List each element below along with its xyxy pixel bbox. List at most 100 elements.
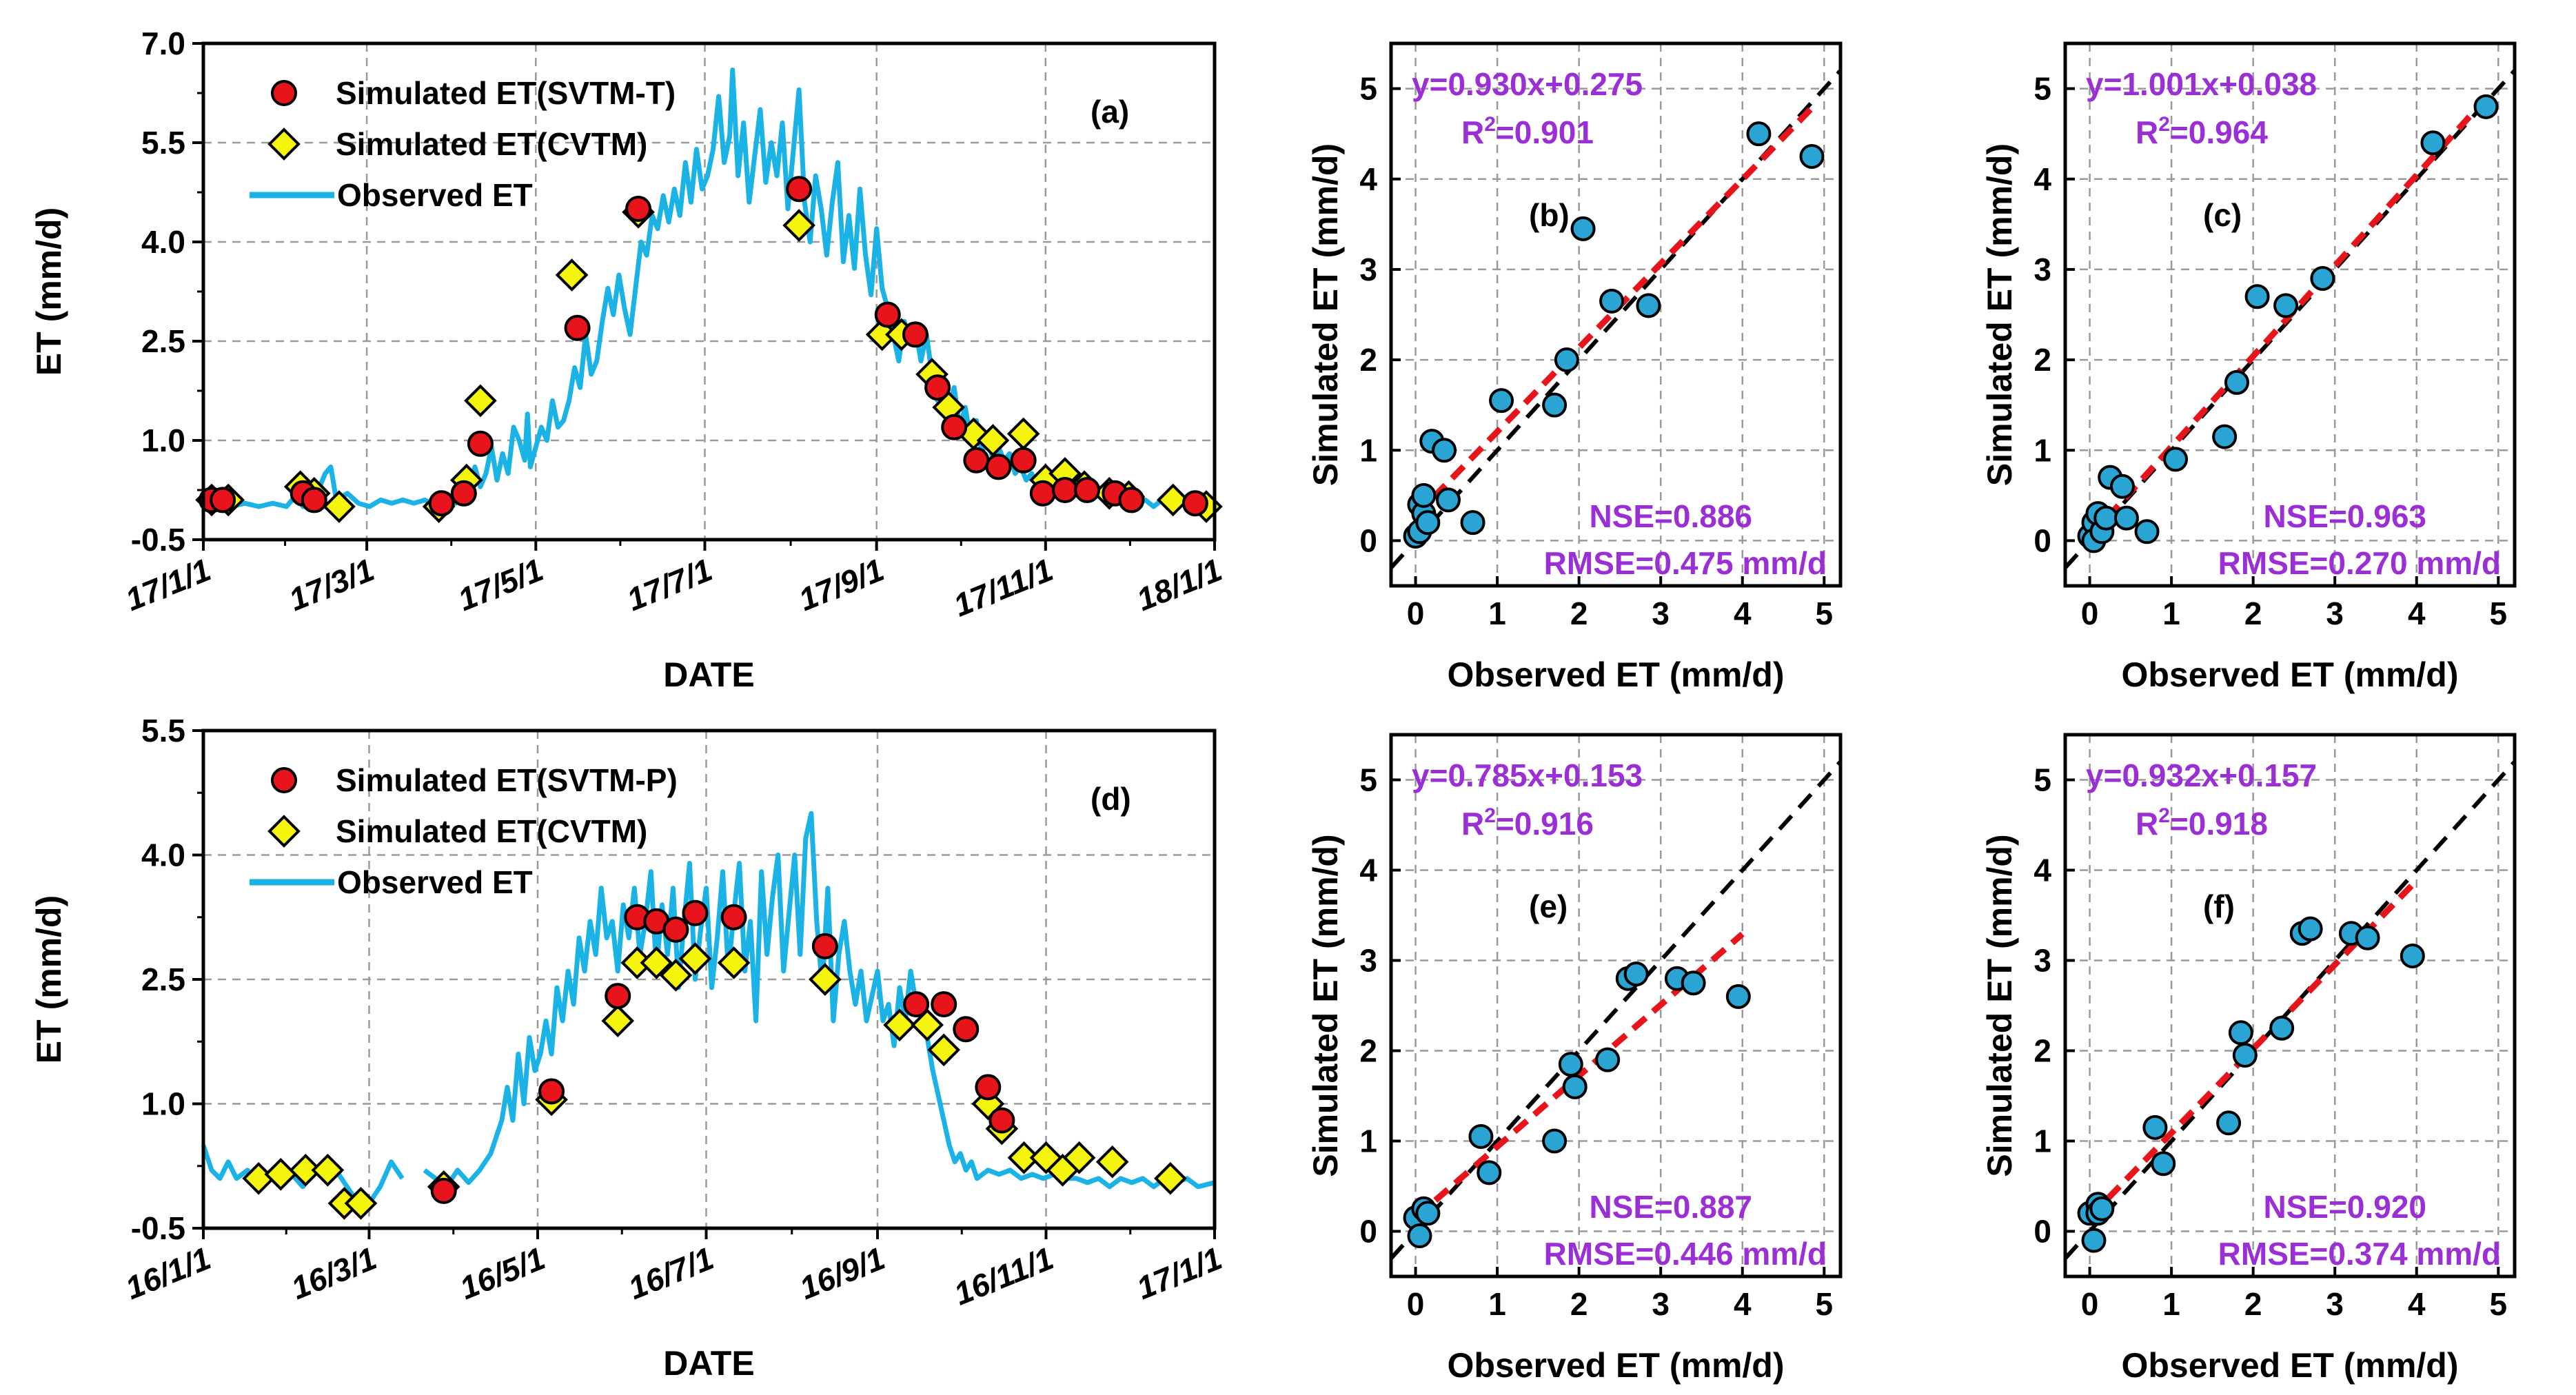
x-tick-label: 5: [1815, 595, 1833, 631]
y-tick-label: 2.5: [141, 323, 185, 359]
svtm-point: [301, 487, 327, 513]
r-squared-prefix: R: [1461, 806, 1484, 842]
scatter-point: [1542, 392, 1568, 418]
y-tick-label: 5.5: [141, 713, 185, 749]
x-tick-label: 0: [1407, 595, 1425, 631]
scatter-point: [2089, 1196, 2115, 1221]
svtm-point: [1029, 480, 1056, 507]
cvtm-point: [1006, 417, 1040, 451]
x-tick-label: 3: [1652, 595, 1670, 631]
scatter-point: [2216, 1110, 2242, 1136]
cvtm-point: [678, 942, 712, 975]
cvtm-point: [809, 963, 842, 996]
plot-frame: [1389, 733, 1843, 1279]
svtm-point: [924, 374, 951, 401]
rmse-label: RMSE=0.446 mm/d: [1544, 1236, 1827, 1272]
legend-observed-label: Observed ET: [337, 864, 533, 900]
y-tick-label: 4: [1359, 853, 1377, 888]
cvtm-point: [717, 946, 751, 979]
panel-label: (b): [1529, 197, 1570, 233]
svtm-point: [210, 487, 236, 513]
x-tick-label: 0: [1407, 1286, 1425, 1322]
r-squared-prefix: R: [2136, 114, 2158, 150]
plot-frame: [1389, 41, 1843, 588]
scatter-point: [2298, 916, 2323, 941]
x-tick-label: 5: [2489, 595, 2507, 631]
plot-frame: [2063, 733, 2517, 1279]
scatter-point: [1415, 510, 1441, 536]
legend-svtm-label: Simulated ET(SVTM-T): [336, 75, 676, 111]
scatter-point: [2355, 925, 2380, 950]
plot-frame: [2063, 41, 2517, 588]
cvtm-point: [323, 490, 356, 523]
cvtm-point: [464, 384, 497, 418]
regression-equation: y=0.930x+0.275: [1412, 66, 1643, 102]
x-tick-label: 4: [2408, 595, 2426, 631]
x-tick-label: 4: [1734, 1286, 1752, 1322]
cvtm-point: [1007, 1141, 1041, 1174]
panel-c: 0 0 1 1 2 2 3 3 4 4 5 5 Observed ET (mm/d) Simulated …: [1980, 41, 2517, 694]
scatter-point: [1562, 1074, 1588, 1099]
x-tick-label: 17/3/1: [284, 551, 379, 618]
svtm-point: [811, 933, 838, 959]
scatter-point: [1558, 1052, 1583, 1077]
svtm-point: [467, 430, 494, 457]
panel-e: 00 1 1 2 2 3 3 4 4 5 5 Observed ET (mm/d) Simulated …: [1306, 733, 1843, 1385]
scatter-point: [1554, 347, 1579, 373]
y-tick-label: 4.0: [141, 837, 185, 873]
y-tick-label: 7.0: [141, 26, 185, 61]
svtm-point: [988, 1107, 1015, 1134]
y-tick-label: 0: [1359, 522, 1377, 558]
scatter-point: [2420, 130, 2446, 156]
scatter-point: [2224, 369, 2249, 395]
svtm-point: [1010, 447, 1037, 474]
x-tick-label: 17/7/1: [622, 551, 717, 618]
cvtm-point: [640, 946, 673, 979]
y-tick-label: -0.5: [131, 1210, 185, 1246]
scatter-point: [1570, 216, 1596, 241]
x-tick-label: 5: [2489, 1286, 2507, 1322]
svtm-point: [428, 490, 455, 517]
panel-b: 0 0 1 1 2 2 3 3 4 4 5 5 Observed ET (mm/d) Simulated …: [1306, 41, 1843, 694]
scatter-point: [2113, 505, 2139, 531]
scatter-point: [2273, 293, 2299, 318]
y-axis-title: Simulated ET (mm/d): [1306, 834, 1345, 1177]
x-tick-label: 0: [2081, 1286, 2099, 1322]
scatter-point: [1407, 1223, 1432, 1249]
y-tick-label: 1: [1359, 1123, 1377, 1159]
x-tick-label: 2: [1570, 595, 1588, 631]
scatter-point: [1411, 482, 1437, 508]
scatter-point: [2244, 284, 2270, 309]
x-axis-title: Observed ET (mm/d): [2122, 1346, 2459, 1385]
y-tick-label: 1: [2034, 1123, 2051, 1159]
rmse-label: RMSE=0.475 mm/d: [1544, 545, 1827, 581]
x-tick-label: 17/11/1: [949, 551, 1058, 623]
r-squared-value: =0.964: [2170, 114, 2268, 150]
svtm-point: [963, 447, 990, 474]
y-tick-label: 0: [2034, 522, 2051, 558]
scatter-point: [2151, 1151, 2176, 1177]
scatter-point: [2473, 94, 2499, 119]
cvtm-point: [659, 959, 693, 992]
legend-cvtm-label: Simulated ET(CVTM): [336, 126, 647, 162]
scatter-point: [2269, 1015, 2295, 1041]
cvtm-point: [344, 1187, 378, 1220]
y-tick-label: 5: [1359, 762, 1377, 798]
cvtm-point: [976, 424, 1010, 457]
svtm-point: [902, 321, 929, 348]
x-axis-title: DATE: [663, 1344, 754, 1383]
y-tick-label: 2: [1359, 1033, 1377, 1069]
x-axis-title: Observed ET (mm/d): [2122, 655, 2459, 694]
svtm-point: [985, 454, 1012, 480]
x-tick-label: 16/5/1: [455, 1240, 550, 1306]
svtm-point: [786, 176, 813, 203]
x-axis-title: Observed ET (mm/d): [1448, 1346, 1785, 1385]
scatter-point: [1542, 1128, 1568, 1154]
x-tick-label: 17/1/1: [121, 551, 216, 618]
y-tick-label: -0.5: [131, 522, 185, 558]
legend-svtm-marker: [271, 767, 297, 793]
panel-label: (e): [1529, 888, 1568, 924]
x-tick-label: 3: [2326, 595, 2344, 631]
scatter-point: [2232, 1043, 2258, 1068]
